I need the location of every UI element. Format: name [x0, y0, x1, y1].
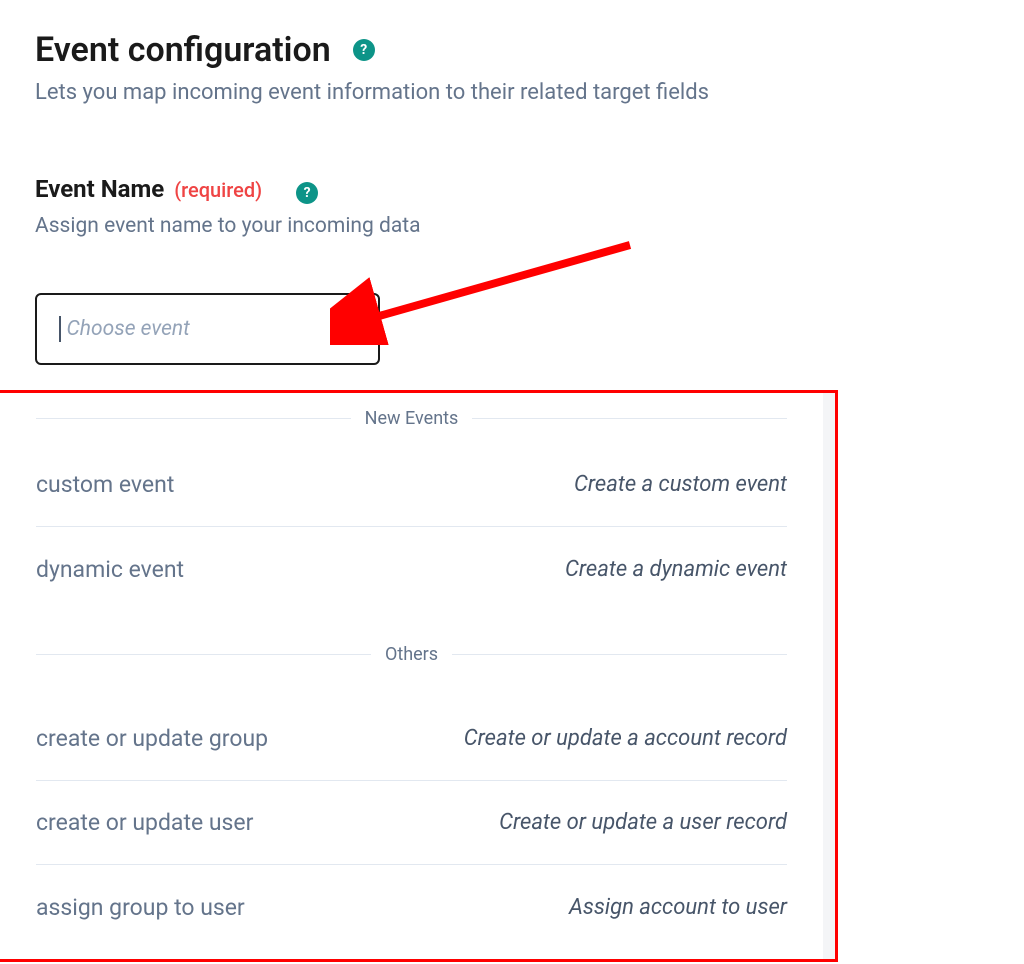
- help-icon[interactable]: ?: [353, 39, 375, 61]
- option-create-update-group[interactable]: create or update group Create or update …: [36, 697, 787, 781]
- group-label: New Events: [351, 408, 473, 429]
- option-custom-event[interactable]: custom event Create a custom event: [36, 443, 787, 527]
- option-desc: Create or update a user record: [499, 810, 787, 835]
- field-label: Event Name: [35, 175, 164, 203]
- help-icon[interactable]: ?: [296, 182, 318, 204]
- event-name-section: Event Name (required) ? Assign event nam…: [35, 175, 989, 365]
- option-desc: Assign account to user: [569, 895, 787, 920]
- option-desc: Create or update a account record: [464, 726, 787, 751]
- group-label: Others: [371, 644, 452, 665]
- page-title: Event configuration: [35, 30, 331, 70]
- chevron-down-icon: [340, 321, 356, 337]
- header: Event configuration ? Lets you map incom…: [35, 30, 989, 105]
- option-dynamic-event[interactable]: dynamic event Create a dynamic event: [36, 527, 787, 611]
- option-name: create or update user: [36, 809, 253, 836]
- option-name: custom event: [36, 471, 174, 498]
- select-placeholder: Choose event: [67, 317, 341, 341]
- option-desc: Create a custom event: [574, 472, 787, 497]
- group-header-others: Others: [36, 629, 787, 679]
- required-tag: (required): [174, 178, 262, 202]
- option-name: create or update group: [36, 725, 268, 752]
- page-subtitle: Lets you map incoming event information …: [35, 80, 989, 105]
- field-help-text: Assign event name to your incoming data: [35, 214, 989, 238]
- event-select[interactable]: Choose event: [35, 293, 380, 365]
- group-header-new-events: New Events: [36, 393, 787, 443]
- option-desc: Create a dynamic event: [565, 557, 787, 582]
- text-cursor: [59, 316, 61, 342]
- option-name: assign group to user: [36, 894, 245, 921]
- event-dropdown-panel: New Events custom event Create a custom …: [0, 390, 838, 962]
- option-assign-group-to-user[interactable]: assign group to user Assign account to u…: [36, 865, 787, 949]
- option-create-update-user[interactable]: create or update user Create or update a…: [36, 781, 787, 865]
- option-name: dynamic event: [36, 556, 184, 583]
